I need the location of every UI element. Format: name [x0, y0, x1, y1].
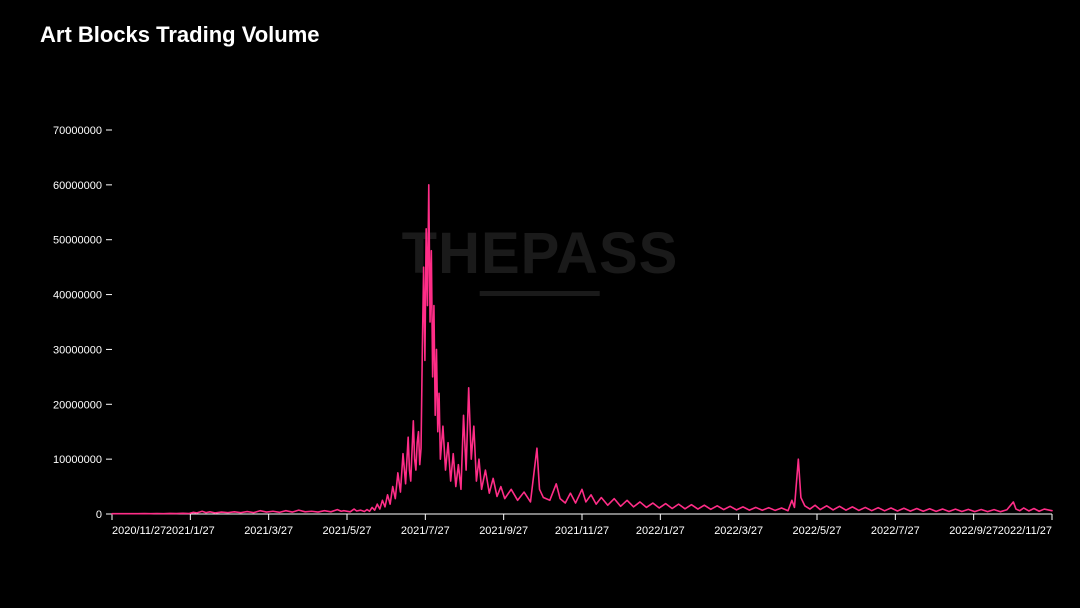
svg-text:2021/11/27: 2021/11/27	[555, 525, 609, 537]
svg-text:20000000: 20000000	[53, 399, 102, 411]
svg-text:2021/1/27: 2021/1/27	[166, 525, 215, 537]
chart-frame: Art Blocks Trading Volume THEPASS 010000…	[0, 0, 1080, 608]
svg-text:2021/3/27: 2021/3/27	[244, 525, 293, 537]
svg-text:2021/5/27: 2021/5/27	[323, 525, 372, 537]
svg-text:70000000: 70000000	[53, 125, 102, 137]
svg-text:0: 0	[96, 509, 102, 521]
svg-text:40000000: 40000000	[53, 290, 102, 302]
svg-text:2020/11/27: 2020/11/27	[112, 525, 166, 537]
svg-text:30000000: 30000000	[53, 344, 102, 356]
svg-text:2021/9/27: 2021/9/27	[479, 525, 528, 537]
svg-text:2021/7/27: 2021/7/27	[401, 525, 450, 537]
svg-text:2022/7/27: 2022/7/27	[871, 525, 920, 537]
svg-text:2022/5/27: 2022/5/27	[793, 525, 842, 537]
svg-text:2022/3/27: 2022/3/27	[714, 525, 763, 537]
svg-text:2022/11/27: 2022/11/27	[998, 525, 1052, 537]
svg-text:10000000: 10000000	[53, 454, 102, 466]
svg-text:50000000: 50000000	[53, 235, 102, 247]
svg-text:60000000: 60000000	[53, 180, 102, 192]
chart-title: Art Blocks Trading Volume	[40, 22, 320, 48]
line-chart-svg: 0 10000000 20000000 30000000 40000000 5000000…	[40, 120, 1060, 548]
svg-text:2022/1/27: 2022/1/27	[636, 525, 685, 537]
chart-area: 0 10000000 20000000 30000000 40000000 5000000…	[40, 120, 1060, 548]
svg-text:2022/9/27: 2022/9/27	[949, 525, 998, 537]
